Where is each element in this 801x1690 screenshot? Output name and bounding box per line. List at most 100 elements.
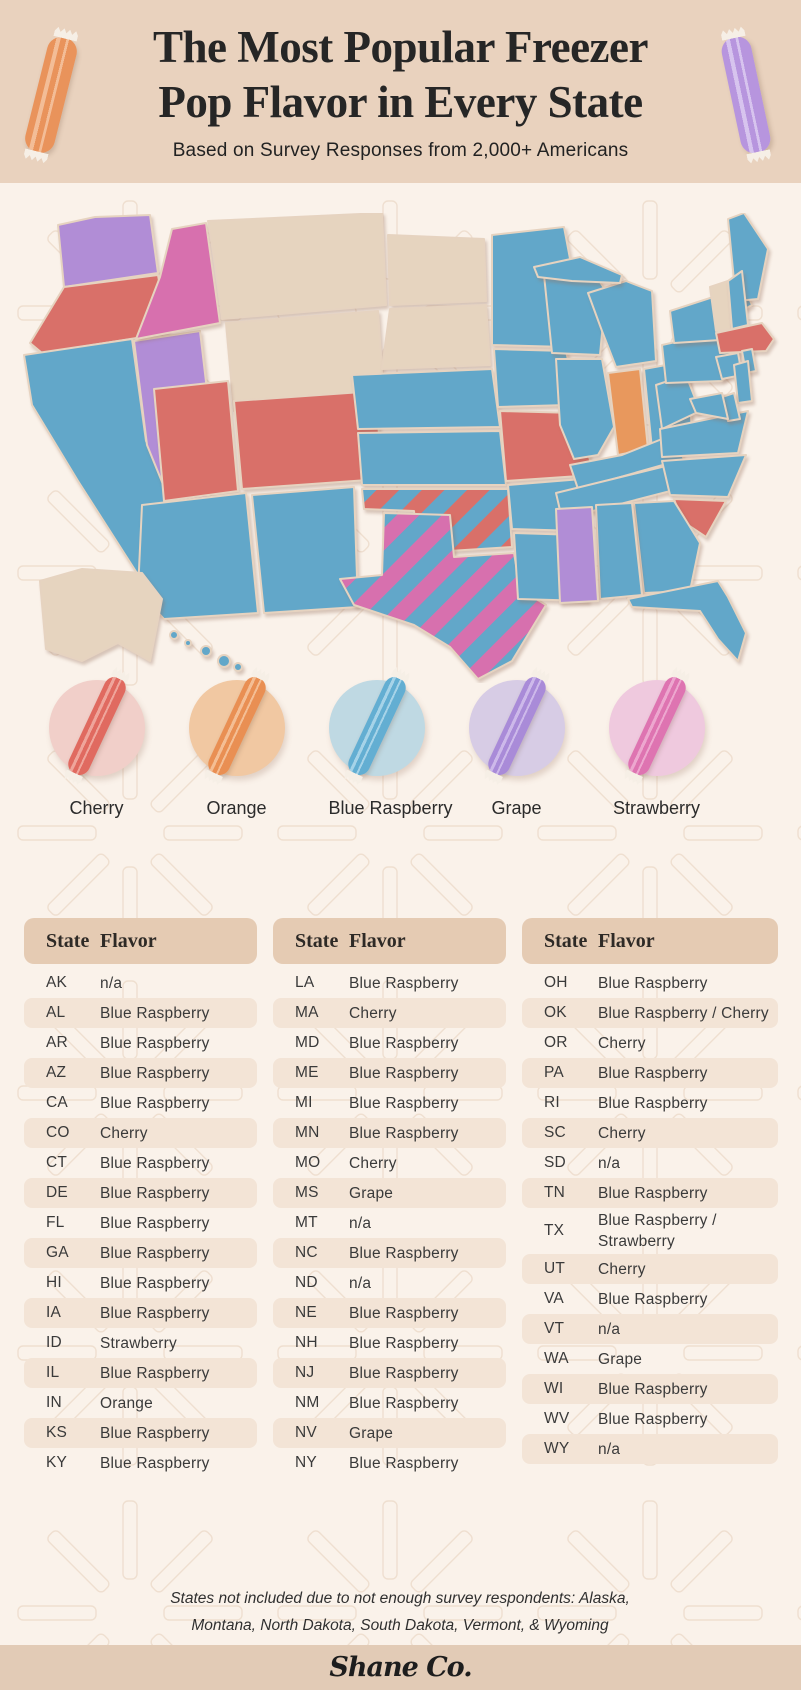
table-row-CA: CA Blue Raspberry [24, 1088, 257, 1118]
table-body: LA Blue Raspberry MA Cherry MD Blue Raspberry… [273, 968, 506, 1478]
state-code: MO [295, 1154, 321, 1171]
state-GA [633, 500, 701, 594]
flavor-legend: Cherry Orange Blue Raspberry Grape Straw… [0, 673, 777, 819]
state-code: TX [544, 1222, 565, 1239]
title-line-2: Pop Flavor in Every State [158, 77, 643, 127]
table-row-ME: ME Blue Raspberry [273, 1058, 506, 1088]
state-code: LA [295, 974, 315, 991]
flavor-value: Cherry [100, 1124, 148, 1142]
state-NC [661, 454, 747, 498]
table-row-OR: OR Cherry [522, 1028, 778, 1058]
state-AL [595, 502, 643, 600]
state-IN [607, 368, 649, 456]
state-flavor-table-1: State Flavor AK n/a AL Blue Raspberry AR Blue… [24, 918, 257, 1478]
state-code: WI [544, 1380, 564, 1397]
flavor-value: Blue Raspberry [100, 1034, 210, 1052]
legend-label: Strawberry [612, 798, 701, 818]
state-code: GA [46, 1244, 69, 1261]
state-code: NM [295, 1394, 320, 1411]
flavor-value: Blue Raspberry [100, 1154, 210, 1172]
table-row-HI: HI Blue Raspberry [24, 1268, 257, 1298]
table-row-NM: NM Blue Raspberry [273, 1388, 506, 1418]
state-HI [169, 630, 179, 640]
state-code: OK [544, 1004, 567, 1021]
table-row-AK: AK n/a [24, 968, 257, 998]
flavor-value: Blue Raspberry [349, 1034, 459, 1052]
state-code: KY [46, 1454, 68, 1471]
flavor-value: Blue Raspberry [349, 1334, 459, 1352]
table-row-MA: MA Cherry [273, 998, 506, 1028]
state-code: NY [295, 1454, 317, 1471]
flavor-value: Blue Raspberry [349, 1124, 459, 1142]
table-row-WV: WV Blue Raspberry [522, 1404, 778, 1434]
flavor-value: Blue Raspberry [598, 1410, 708, 1428]
cherry-pop-icon [64, 673, 129, 779]
state-code: WY [544, 1440, 570, 1457]
flavor-value: Blue Raspberry [349, 1364, 459, 1382]
flavor-value: Blue Raspberry [598, 1094, 708, 1112]
state-code: MS [295, 1184, 319, 1201]
column-header-flavor: Flavor [598, 929, 655, 952]
state-KS [357, 430, 507, 486]
table-row-DE: DE Blue Raspberry [24, 1178, 257, 1208]
state-code: MT [295, 1214, 318, 1231]
flavor-value: Blue Raspberry [349, 1304, 459, 1322]
subtitle: Based on Survey Responses from 2,000+ Am… [172, 140, 629, 161]
orange-circle [188, 673, 285, 779]
state-HI [200, 645, 212, 657]
table-row-NV: NV Grape [273, 1418, 506, 1448]
table-row-MT: MT n/a [273, 1208, 506, 1238]
table-row-LA: LA Blue Raspberry [273, 968, 506, 998]
state-code: MN [295, 1124, 320, 1141]
table-header: State Flavor [273, 918, 506, 964]
blue-raspberry-circle [328, 673, 425, 779]
flavor-value: Blue Raspberry [100, 1094, 210, 1112]
blue-raspberry-pop-icon [344, 673, 409, 779]
state-code: MI [295, 1094, 313, 1111]
state-ND [387, 234, 487, 306]
state-MA [715, 322, 775, 354]
table-row-IL: IL Blue Raspberry [24, 1358, 257, 1388]
table-row-MO: MO Cherry [273, 1148, 506, 1178]
state-code: CA [46, 1094, 68, 1111]
flavor-value: Blue Raspberry [100, 1214, 210, 1232]
flavor-value: n/a [349, 1214, 372, 1232]
table-row-WI: WI Blue Raspberry [522, 1374, 778, 1404]
state-UT [153, 380, 239, 502]
state-code: NJ [295, 1364, 315, 1381]
column-header-flavor: Flavor [100, 929, 157, 952]
state-code: KS [46, 1424, 68, 1441]
table-header: State Flavor [24, 918, 257, 964]
table-row-NH: NH Blue Raspberry [273, 1328, 506, 1358]
flavor-value: Blue Raspberry [598, 1290, 708, 1308]
flavor-value: Cherry [598, 1124, 646, 1142]
state-code: ID [46, 1334, 62, 1351]
state-SD [381, 304, 491, 370]
flavor-value: Blue Raspberry [100, 1244, 210, 1262]
legend-item-orange: Orange [188, 673, 285, 819]
flavor-value: n/a [349, 1274, 372, 1292]
flavor-value: Blue Raspberry [100, 1304, 210, 1322]
table-row-NE: NE Blue Raspberry [273, 1298, 506, 1328]
state-flavor-table-3: State Flavor OH Blue Raspberry OK Blue Rasp… [522, 918, 778, 1464]
flavor-value: Blue Raspberry [598, 1380, 708, 1398]
flavor-value: Cherry [349, 1154, 397, 1172]
table-row-NC: NC Blue Raspberry [273, 1238, 506, 1268]
state-code: AK [46, 974, 68, 991]
state-HI [217, 654, 231, 668]
state-WA [57, 214, 159, 288]
state-code: WA [544, 1350, 569, 1367]
state-code: AR [46, 1034, 68, 1051]
table-row-AL: AL Blue Raspberry [24, 998, 257, 1028]
state-code: RI [544, 1094, 560, 1111]
states-group [23, 213, 775, 680]
state-NE [351, 368, 501, 430]
state-code: IN [46, 1394, 62, 1411]
table-row-WA: WA Grape [522, 1344, 778, 1374]
flavor-value: Blue Raspberry [349, 1394, 459, 1412]
cherry-circle [48, 673, 145, 779]
state-AK [39, 568, 163, 662]
flavor-value: n/a [598, 1154, 621, 1172]
main-content: Cherry Orange Blue Raspberry Grape Straw… [0, 183, 801, 1645]
table-row-ND: ND n/a [273, 1268, 506, 1298]
